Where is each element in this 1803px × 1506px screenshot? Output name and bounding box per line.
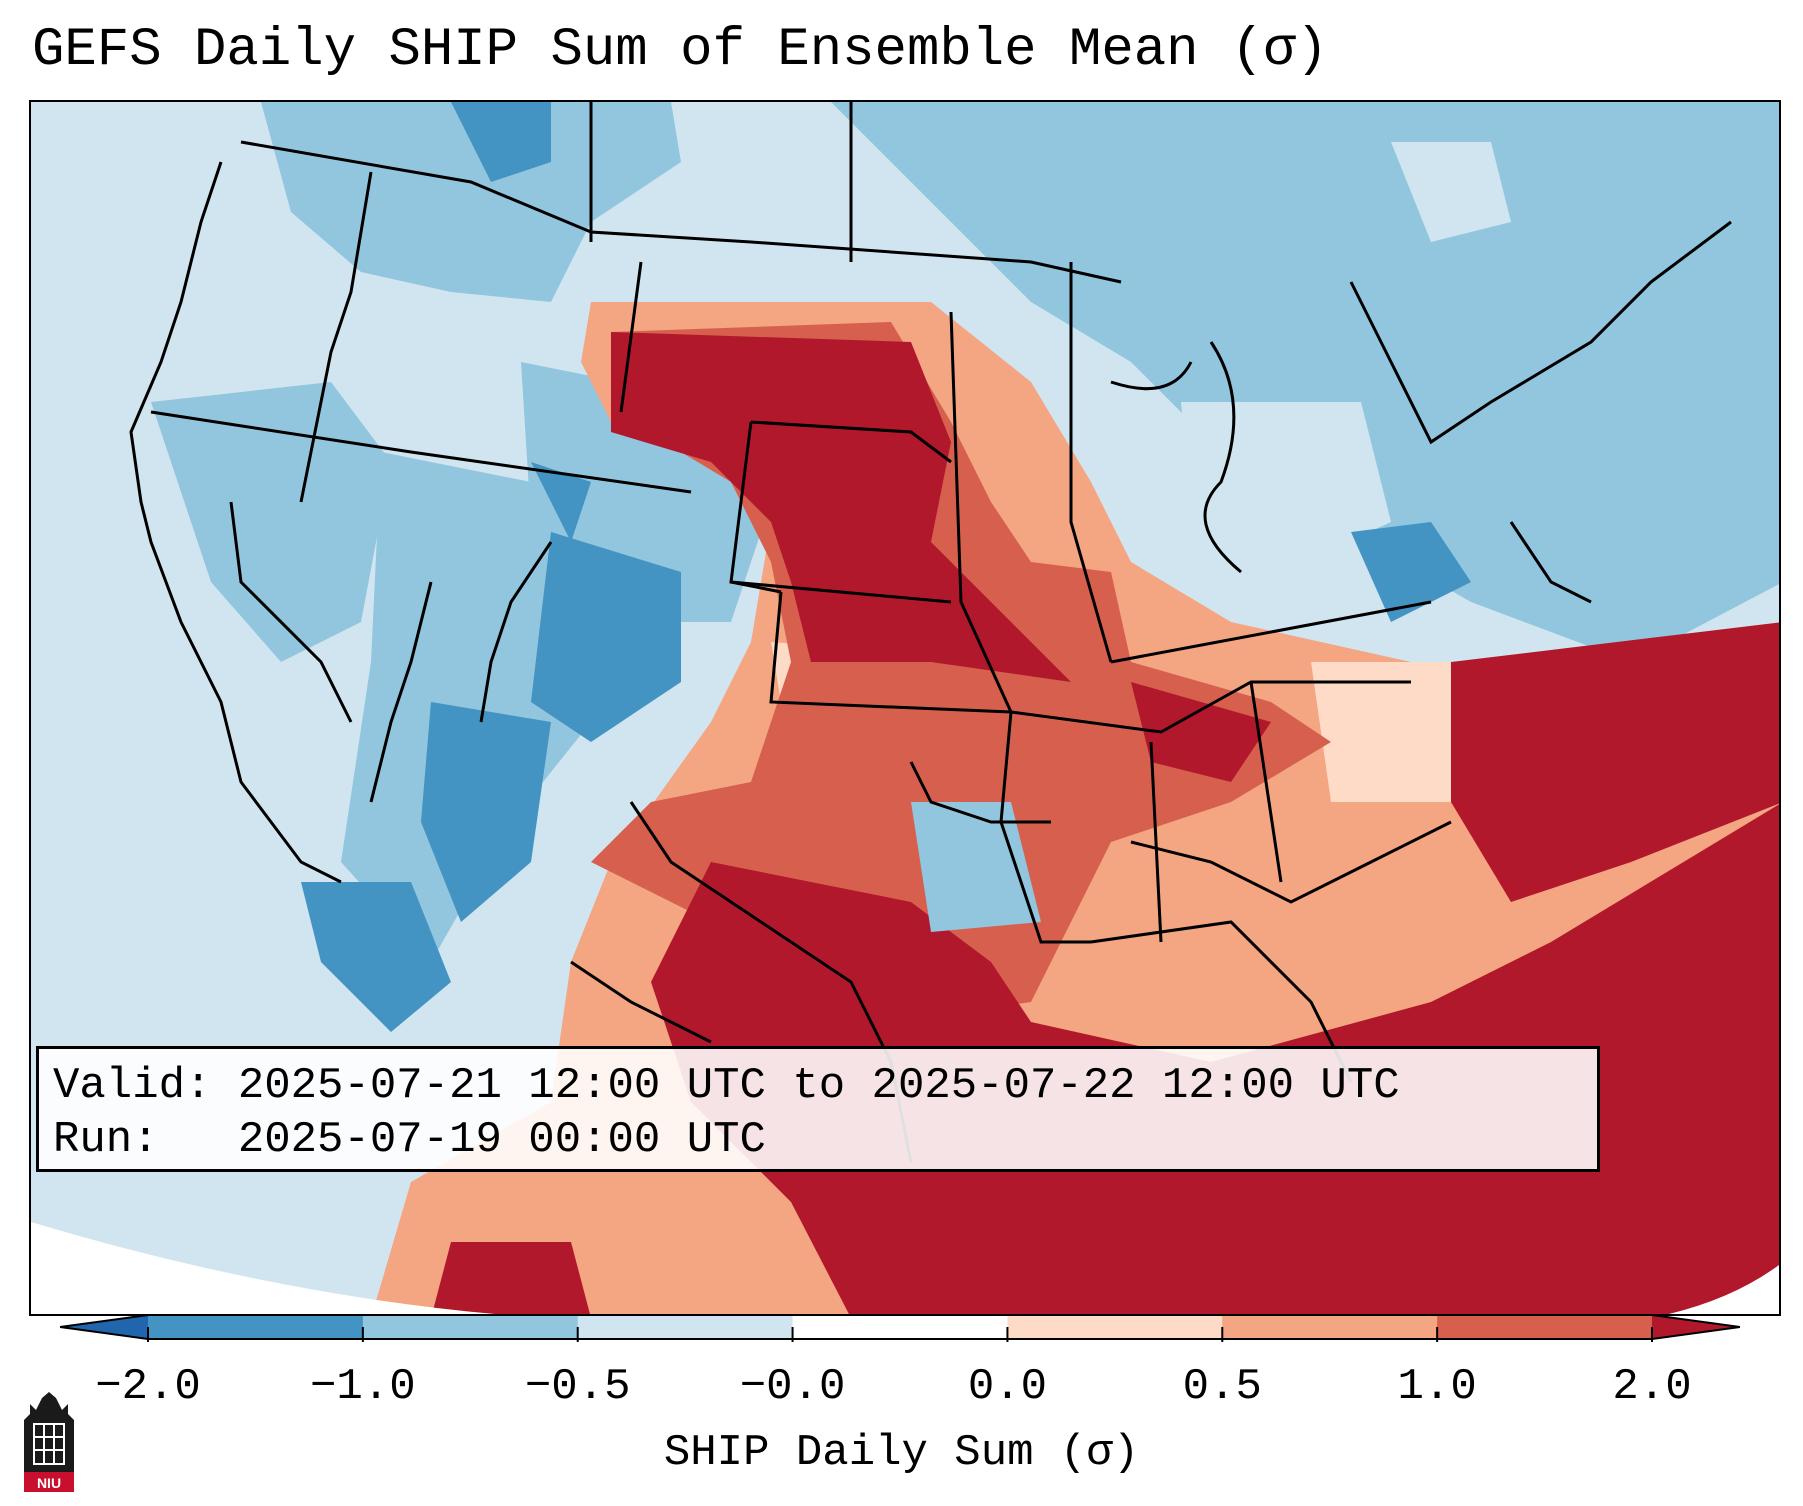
colorbar-segment — [577, 1315, 794, 1339]
colorbar-segment — [792, 1315, 1008, 1339]
colorbar-segment — [1437, 1315, 1653, 1339]
colorbar-tick-label: 1.0 — [1397, 1362, 1477, 1412]
run-label: Run: — [53, 1115, 159, 1165]
chart-title: GEFS Daily SHIP Sum of Ensemble Mean (σ) — [32, 20, 1329, 81]
state-boundaries — [129, 102, 1732, 1163]
info-box: Valid: 2025-07-21 12:00 UTC to 2025-07-2… — [36, 1046, 1600, 1172]
colorbar-label: SHIP Daily Sum (σ) — [663, 1428, 1140, 1478]
colorbar-tick-label: −2.0 — [95, 1362, 201, 1412]
colorbar-segment — [1007, 1315, 1223, 1339]
colorbar-segment — [362, 1315, 579, 1339]
colorbar-outline — [60, 1314, 1740, 1340]
run-value: 2025-07-19 00:00 UTC — [237, 1115, 766, 1165]
colorbar-under-arrow — [60, 1315, 148, 1339]
colorbar-segment — [148, 1315, 364, 1339]
colorbar-tick-label: 0.0 — [967, 1362, 1048, 1412]
colorbar-tick-label: −1.0 — [310, 1362, 416, 1412]
colorbar-segment — [1222, 1315, 1438, 1339]
valid-line: Valid: 2025-07-21 12:00 UTC to 2025-07-2… — [53, 1059, 1597, 1113]
colorbar-tick-label: 2.0 — [1612, 1362, 1692, 1412]
valid-label: Valid: — [53, 1061, 212, 1111]
colorbar — [60, 1314, 1740, 1342]
colorbar-tick-label: −0.0 — [739, 1362, 846, 1412]
projection-edge — [31, 1222, 496, 1314]
negative-anomaly-field — [151, 102, 1779, 1162]
logo-text: NIU — [37, 1475, 61, 1491]
projection-edge — [1668, 1264, 1779, 1314]
colorbar-over-arrow — [1652, 1315, 1740, 1339]
niu-logo-icon: NIU — [24, 1392, 74, 1492]
colorbar-tick-label: −0.5 — [524, 1362, 631, 1412]
run-line: Run: 2025-07-19 00:00 UTC — [53, 1113, 1597, 1167]
colorbar-tick-label: 0.5 — [1182, 1362, 1262, 1412]
valid-value: 2025-07-21 12:00 UTC to 2025-07-22 12:00… — [237, 1061, 1400, 1111]
